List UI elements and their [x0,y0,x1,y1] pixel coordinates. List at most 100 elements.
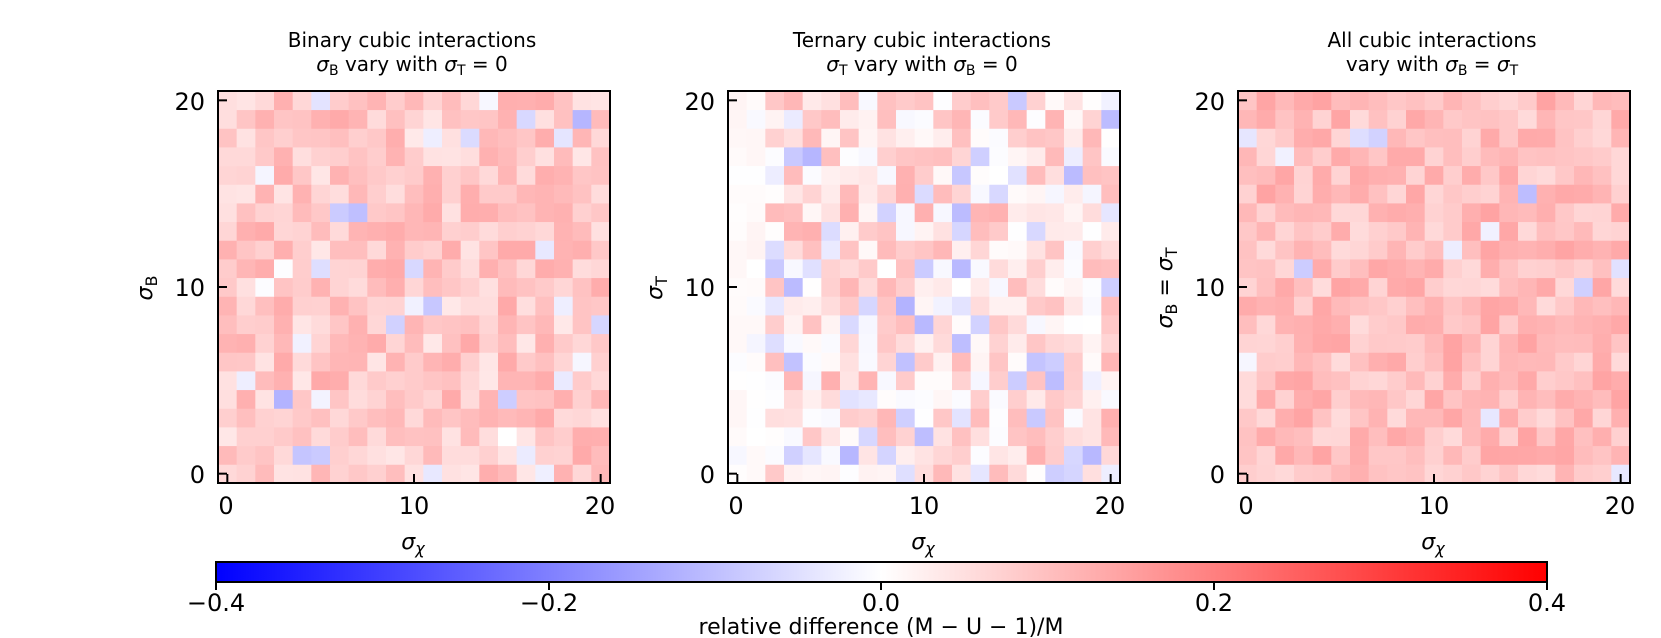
heatmap-cell [1406,371,1426,391]
panel-2-heatmap-cells [728,91,1121,484]
heatmap-cell [572,427,592,447]
heatmap-cell [746,91,766,111]
heatmap-cell [746,464,766,484]
heatmap-cell [423,240,443,260]
heatmap-cell [821,464,841,484]
heatmap-cell [236,427,256,447]
heatmap-cell [746,371,766,391]
heatmap-cell [1350,371,1370,391]
heatmap-cell [1592,91,1612,111]
heatmap-cell [1256,259,1276,279]
heatmap-cell [404,371,424,391]
heatmap-cell [877,259,897,279]
heatmap-cell [1368,277,1388,297]
heatmap-cell [1045,352,1065,372]
heatmap-cell [858,147,878,167]
heatmap-cell [1026,203,1046,223]
heatmap-cell [572,352,592,372]
colorbar: −0.4 −0.2 0.0 0.2 0.4 relative differenc… [187,561,1566,638]
heatmap-cell [1008,333,1028,353]
heatmap-cell [1026,259,1046,279]
heatmap-cell [1294,91,1314,111]
heatmap-cell [1555,203,1575,223]
heatmap-cell [933,109,953,129]
heatmap-cell [479,464,499,484]
heatmap-cell [1611,203,1631,223]
heatmap-cell [746,203,766,223]
heatmap-cell [1424,91,1444,111]
heatmap-cell [1312,109,1332,129]
heatmap-cell [236,408,256,428]
heatmap-cell [840,464,860,484]
heatmap-cell [348,147,368,167]
heatmap-cell [218,352,238,372]
heatmap-cell [460,427,480,447]
heatmap-cell [292,165,312,185]
heatmap-cell [1480,408,1500,428]
heatmap-cell [1368,91,1388,111]
heatmap-cell [840,445,860,465]
heatmap-cell [728,91,748,111]
heatmap-cell [498,240,518,260]
heatmap-cell [1406,91,1426,111]
heatmap-cell [784,389,804,409]
heatmap-cell [386,352,406,372]
panel-3-ylabel: σB = σT [1153,247,1181,328]
colorbar-tick-neg-0.2: −0.2 [520,589,578,617]
heatmap-cell [1275,128,1295,148]
heatmap-cell [1350,389,1370,409]
heatmap-cell [989,315,1009,335]
heatmap-cell [1238,333,1258,353]
heatmap-cell [1312,371,1332,391]
heatmap-cell [479,389,499,409]
heatmap-cell [498,203,518,223]
heatmap-cell [1312,333,1332,353]
heatmap-cell [1592,296,1612,316]
heatmap-cell [274,277,294,297]
heatmap-cell [1480,389,1500,409]
heatmap-cell [896,184,916,204]
heatmap-cell [1555,296,1575,316]
heatmap-cell [1462,315,1482,335]
heatmap-cell [933,203,953,223]
heatmap-cell [591,128,611,148]
heatmap-cell [821,408,841,428]
heatmap-cell [765,109,785,129]
heatmap-cell [970,389,990,409]
heatmap-cell [1443,315,1463,335]
heatmap-cell [896,315,916,335]
heatmap-cell [896,333,916,353]
panel-2-ytick-20: 20 [684,88,715,116]
heatmap-cell [423,147,443,167]
heatmap-cell [728,389,748,409]
heatmap-cell [1256,203,1276,223]
heatmap-cell [728,352,748,372]
heatmap-cell [498,109,518,129]
heatmap-cell [821,389,841,409]
heatmap-cell [516,128,536,148]
heatmap-cell [218,184,238,204]
heatmap-cell [404,427,424,447]
heatmap-cell [840,315,860,335]
heatmap-cell [1499,445,1519,465]
heatmap-cell [765,333,785,353]
heatmap-cell [802,464,822,484]
heatmap-cell [1499,315,1519,335]
heatmap-cell [479,445,499,465]
heatmap-cell [1256,445,1276,465]
heatmap-cell [858,315,878,335]
heatmap-cell [498,147,518,167]
heatmap-cell [1045,408,1065,428]
heatmap-cell [292,259,312,279]
heatmap-cell [460,445,480,465]
heatmap-cell [1387,147,1407,167]
heatmap-cell [479,296,499,316]
heatmap-cell [1312,128,1332,148]
heatmap-cell [423,165,443,185]
heatmap-cell [1368,315,1388,335]
heatmap-cell [479,203,499,223]
heatmap-cell [1082,277,1102,297]
heatmap-cell [933,315,953,335]
heatmap-cell [914,128,934,148]
heatmap-cell [1238,221,1258,241]
